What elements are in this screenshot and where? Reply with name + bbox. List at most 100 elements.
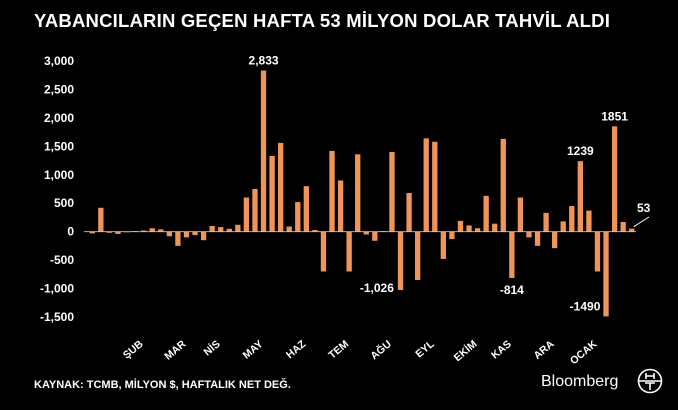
bar <box>474 228 481 232</box>
bar <box>218 227 224 232</box>
y-tick-label: 500 <box>54 196 74 210</box>
bar <box>166 231 172 237</box>
bar <box>346 231 352 272</box>
bar <box>466 225 472 232</box>
x-axis: ŞUB MAR NİS MAY HAZ TEM AĞU EYL EKİM KAS ARA OCAK <box>121 337 600 367</box>
bar <box>569 206 575 232</box>
bar <box>432 141 438 232</box>
bar <box>200 231 207 241</box>
bar <box>303 186 309 232</box>
bar <box>440 231 446 259</box>
bar <box>252 189 258 232</box>
bar <box>312 229 318 232</box>
data-label: 2,833 <box>249 54 279 68</box>
bar <box>457 220 464 232</box>
source-note: KAYNAK: TCMB, MİLYON $, HAFTALIK NET DEĞ… <box>34 379 291 391</box>
bar <box>534 231 541 246</box>
x-tick-label: HAZ <box>284 338 309 361</box>
bar <box>363 231 369 235</box>
x-tick-label: ARA <box>531 338 556 362</box>
bar <box>329 150 335 232</box>
bar <box>89 231 95 234</box>
bar <box>603 231 609 317</box>
ht-logo-icon <box>637 368 663 394</box>
bar <box>243 197 250 232</box>
bar <box>406 192 412 232</box>
x-tick-label: MAY <box>241 338 266 362</box>
bar <box>98 207 104 232</box>
y-tick-label: 1,000 <box>44 168 74 182</box>
bar <box>517 197 524 232</box>
x-tick-label: OCAK <box>568 338 600 367</box>
bar <box>141 230 147 232</box>
bar <box>500 138 506 232</box>
bar <box>389 152 395 232</box>
bar <box>611 126 618 232</box>
annotations: 2,833 -1,026 -814 1239 -1490 1851 53 <box>249 54 651 314</box>
bar <box>158 229 164 232</box>
bar <box>115 231 121 234</box>
bar <box>183 231 190 238</box>
data-label: 1239 <box>567 144 594 158</box>
bar <box>320 231 327 272</box>
bar <box>235 224 241 232</box>
bar <box>278 142 284 232</box>
y-tick-label: 2,500 <box>44 82 74 96</box>
data-label: -1,026 <box>360 281 394 295</box>
annotation-leader-line <box>633 216 650 228</box>
x-tick-label: ŞUB <box>121 338 146 362</box>
bar <box>269 156 275 232</box>
y-tick-label: 3,000 <box>44 54 74 68</box>
y-tick-label: -500 <box>50 253 74 267</box>
y-tick-label: 2,000 <box>44 111 74 125</box>
bar <box>415 231 421 281</box>
bar <box>226 228 232 232</box>
bar <box>337 180 344 232</box>
bar <box>355 154 361 232</box>
data-label: 1851 <box>601 109 628 123</box>
data-label: 53 <box>637 201 651 215</box>
bar <box>577 161 583 232</box>
y-tick-label: -1,000 <box>40 282 74 296</box>
bar <box>620 222 626 232</box>
x-tick-label: NİS <box>201 337 223 358</box>
bar <box>492 223 498 232</box>
data-label: -814 <box>500 283 524 297</box>
bar <box>509 231 515 278</box>
bars <box>89 70 635 317</box>
bar <box>106 231 113 233</box>
y-axis: 3,000 2,500 2,000 1,500 1,000 500 0 -500 -1,000 -… <box>40 54 74 324</box>
chart-title: YABANCILARIN GEÇEN HAFTA 53 MİLYON DOLAR… <box>34 10 611 31</box>
bar <box>192 231 198 236</box>
brand-logo: Bloomberg <box>541 373 619 390</box>
x-tick-label: MAR <box>162 338 188 363</box>
bar <box>295 202 301 232</box>
bar <box>552 231 558 249</box>
y-tick-label: -1,500 <box>40 310 74 324</box>
bar <box>397 231 404 291</box>
x-tick-label: EYL <box>413 338 437 361</box>
bar <box>260 70 267 232</box>
y-tick-label: 0 <box>67 225 74 239</box>
bar <box>543 212 549 232</box>
x-tick-label: KAS <box>489 338 514 361</box>
bar <box>175 231 181 246</box>
y-tick-label: 1,500 <box>44 139 74 153</box>
bar <box>286 226 292 232</box>
bar <box>586 210 592 232</box>
bar <box>209 225 215 232</box>
bar <box>629 228 635 232</box>
bar <box>449 231 455 240</box>
bar <box>594 231 601 272</box>
x-tick-label: AĞU <box>368 337 394 362</box>
data-label: -1490 <box>570 299 601 313</box>
bar <box>483 195 489 232</box>
x-tick-label: TEM <box>326 338 351 362</box>
bar <box>526 231 532 238</box>
bar <box>372 231 378 241</box>
bar <box>149 228 155 232</box>
bar <box>560 221 566 232</box>
x-tick-label: EKİM <box>451 337 480 364</box>
